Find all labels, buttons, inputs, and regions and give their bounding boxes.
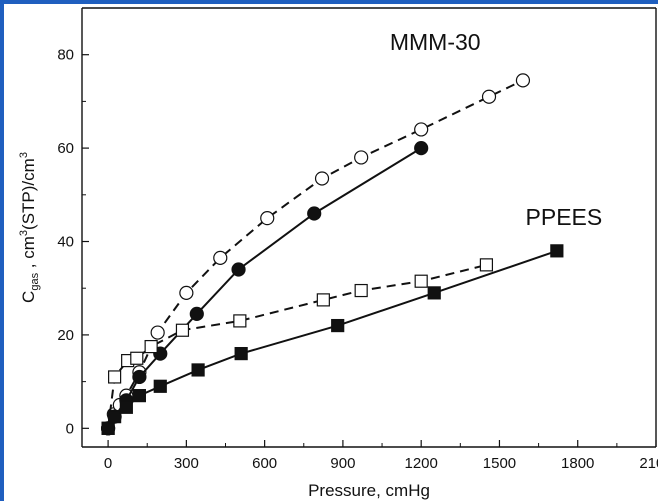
axes: 0 300 600 900 1200 1500 1800 2100 0 20 40 60 80: [57, 7, 658, 472]
data-point-square: [153, 379, 167, 393]
x-tick-label: 0: [104, 455, 112, 472]
sorption-chart: 0 300 600 900 1200 1500 1800 2100 0 20 40 60 80 MMM-…: [18, 7, 658, 500]
data-point-square: [331, 318, 345, 333]
x-tick-label: 600: [252, 455, 277, 472]
y-axis-title-base: C: [19, 291, 38, 303]
data-point-square: [479, 258, 494, 272]
data-point-square: [191, 363, 205, 377]
data-point-circle: [414, 122, 429, 137]
x-axis-title: Pressure, cmHg: [308, 481, 430, 500]
x-tick-label: 1500: [483, 455, 516, 472]
data-point-square: [550, 244, 564, 258]
data-point-circle: [414, 141, 429, 156]
data-point-circle: [150, 325, 165, 340]
data-point-square: [175, 323, 190, 337]
data-point-circle: [189, 306, 204, 321]
data-point-circle: [354, 150, 369, 165]
series-group: [100, 73, 564, 436]
x-tick-label: 300: [174, 455, 199, 472]
data-point-square: [132, 389, 146, 403]
y-axis-title-mid2: (STP)/cm: [19, 158, 38, 230]
data-point-square: [130, 351, 144, 365]
y-tick-label: 60: [57, 140, 74, 157]
x-tick-label: 1800: [561, 455, 594, 472]
x-tick-label: 1200: [404, 455, 437, 472]
x-tick-label: 2100: [639, 455, 658, 472]
y-tick-label: 80: [57, 47, 74, 64]
series-line-0: [107, 79, 524, 429]
data-point-circle: [213, 250, 228, 265]
y-tick-label: 0: [66, 420, 74, 437]
data-point-circle: [179, 285, 194, 300]
x-tick-label: 900: [330, 455, 355, 472]
y-axis-title-mid: , cm: [19, 236, 38, 273]
data-point-square: [108, 410, 122, 424]
data-point-square: [108, 370, 122, 384]
data-point-square: [144, 339, 158, 354]
series-line-3: [107, 249, 558, 429]
data-point-square: [101, 421, 115, 435]
data-point-circle: [307, 206, 322, 221]
data-point-square: [119, 400, 133, 414]
y-axis-title-sup2: 3: [18, 152, 30, 158]
y-tick-label: 20: [57, 327, 74, 344]
data-point-square: [354, 283, 368, 298]
data-point-circle: [515, 73, 531, 88]
data-point-circle: [314, 171, 330, 186]
series-annotation: MMM-30: [390, 29, 481, 55]
data-point-circle: [231, 262, 246, 277]
data-point-square: [233, 314, 247, 328]
data-point-square: [316, 293, 330, 307]
labels-group: MMM-30 PPEES: [390, 29, 602, 230]
data-point-circle: [132, 369, 147, 385]
data-point-circle: [260, 211, 275, 226]
data-point-square: [414, 274, 428, 288]
data-point-square: [234, 346, 248, 361]
y-axis-title-sub: gas: [29, 272, 41, 290]
y-tick-label: 40: [57, 234, 74, 251]
data-point-square: [427, 286, 441, 300]
y-axis-title: Cgas , cm3(STP)/cm3: [18, 152, 41, 303]
series-annotation: PPEES: [526, 204, 603, 230]
y-axis-title-sup1: 3: [18, 230, 30, 236]
data-point-circle: [481, 89, 497, 104]
